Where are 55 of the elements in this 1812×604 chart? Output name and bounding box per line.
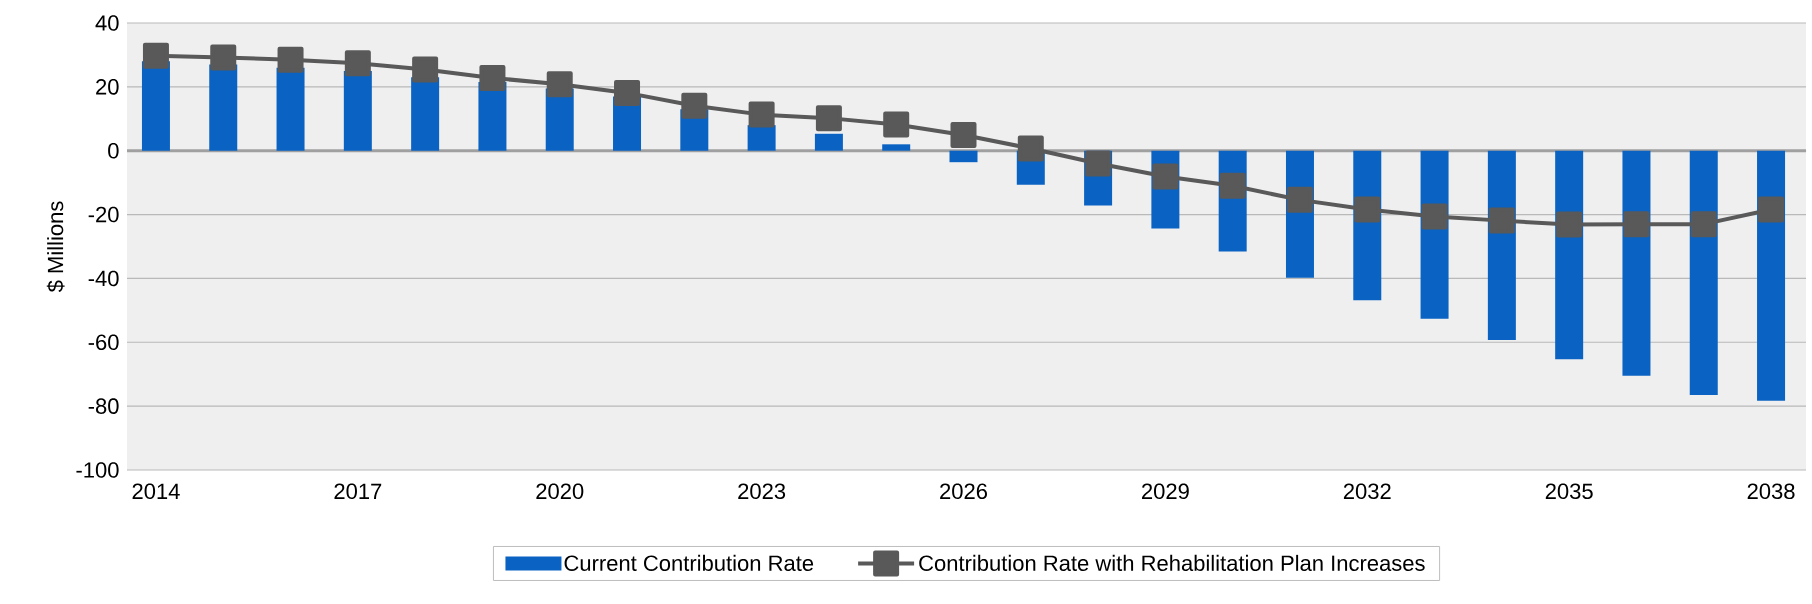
bar xyxy=(1757,150,1786,401)
point xyxy=(546,71,573,98)
point xyxy=(815,105,842,132)
y-axis-title: $ Millions xyxy=(46,201,65,293)
x-tick-label: 2038 xyxy=(1747,483,1795,500)
point xyxy=(681,92,708,119)
x-tick-label: 2032 xyxy=(1343,483,1391,500)
point xyxy=(344,50,371,77)
bar xyxy=(882,144,911,151)
x-tick-label: 2029 xyxy=(1142,483,1189,500)
point xyxy=(883,111,910,138)
y-tick-label: -40 xyxy=(88,270,119,287)
bar xyxy=(276,67,305,151)
x-tick-label: 2023 xyxy=(738,483,786,500)
y-tick-label: -60 xyxy=(88,334,119,351)
point xyxy=(277,46,304,73)
point xyxy=(614,79,641,106)
legend-label: Current Contribution Rate xyxy=(564,554,814,572)
x-tick-label: 2035 xyxy=(1545,483,1593,500)
point xyxy=(210,44,237,71)
point xyxy=(1623,211,1650,238)
x-tick-label: 2026 xyxy=(940,483,987,500)
x-tick-label: 2014 xyxy=(132,483,180,500)
bar xyxy=(1622,150,1651,376)
point xyxy=(479,64,506,91)
point xyxy=(1354,196,1381,223)
bar xyxy=(814,133,843,151)
bar xyxy=(411,77,440,151)
point xyxy=(1556,211,1583,238)
point xyxy=(142,42,169,69)
point xyxy=(1286,186,1313,213)
point xyxy=(1017,135,1044,162)
y-tick-label: 40 xyxy=(95,15,119,31)
point xyxy=(950,122,977,149)
point xyxy=(1758,196,1785,223)
y-tick-label: -20 xyxy=(88,206,119,223)
bar xyxy=(141,61,170,151)
point xyxy=(1219,172,1246,199)
point xyxy=(748,101,775,128)
point xyxy=(1421,203,1448,230)
x-tick-label: 2017 xyxy=(334,483,382,500)
bar xyxy=(949,150,978,163)
y-tick-label: 20 xyxy=(96,79,119,95)
legend-label: Contribution Rate with Rehabilitation Plan Increases xyxy=(919,554,1425,572)
bar xyxy=(343,70,372,151)
bar xyxy=(209,64,238,151)
point xyxy=(1690,211,1717,238)
y-tick-label: -100 xyxy=(76,462,119,478)
y-tick-label: -80 xyxy=(88,398,119,414)
point xyxy=(1488,207,1515,234)
point xyxy=(412,56,439,83)
point xyxy=(1085,150,1112,177)
bar xyxy=(1689,150,1718,395)
y-tick-label: 0 xyxy=(108,142,119,159)
x-tick-label: 2020 xyxy=(536,483,584,500)
